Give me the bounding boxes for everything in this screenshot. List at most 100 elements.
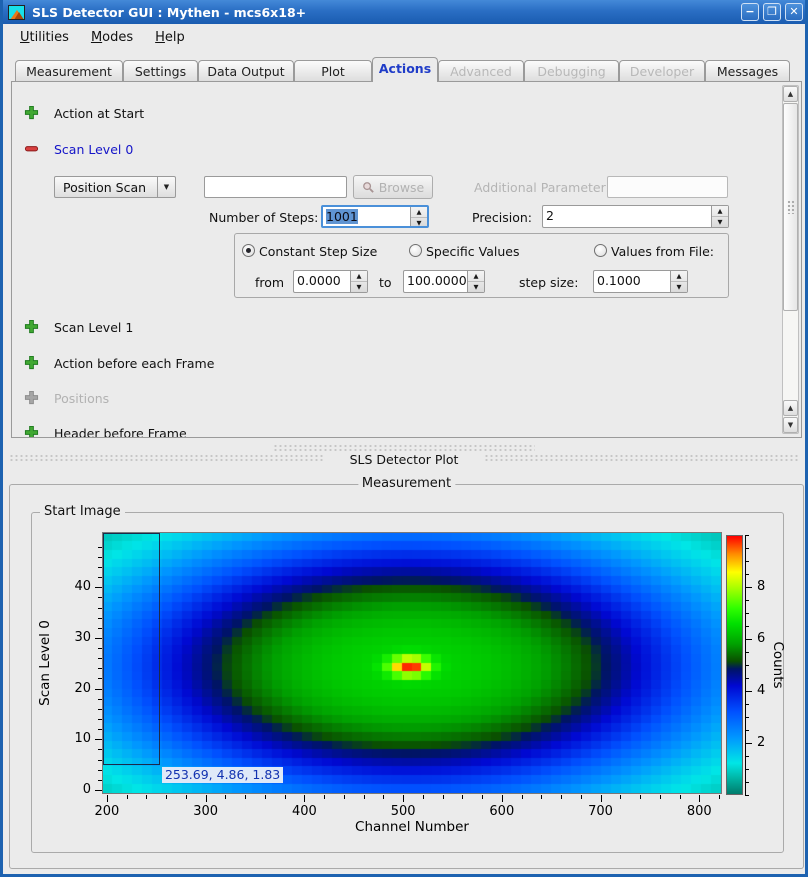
tab-actions[interactable]: Actions bbox=[372, 57, 438, 82]
chevron-down-icon[interactable]: ▼ bbox=[157, 177, 175, 197]
tab-messages[interactable]: Messages bbox=[705, 60, 790, 82]
x-tick-label: 500 bbox=[383, 804, 423, 819]
z-tick-label: 8 bbox=[757, 579, 781, 594]
y-minor-tick bbox=[98, 780, 102, 781]
scan-mode-select[interactable]: Position Scan ▼ bbox=[54, 176, 176, 198]
x-tick-label: 600 bbox=[482, 804, 522, 819]
z-major-tick bbox=[745, 691, 752, 692]
splitter-handle-dots[interactable] bbox=[273, 444, 535, 451]
x-minor-tick bbox=[541, 795, 542, 799]
script-file-input[interactable] bbox=[204, 176, 347, 198]
y-tick-label: 0 bbox=[55, 782, 91, 797]
spinner-buttons[interactable]: ▲▼ bbox=[350, 271, 367, 292]
z-minor-tick bbox=[745, 782, 749, 783]
from-label: from bbox=[255, 275, 284, 290]
expand-plus-icon[interactable] bbox=[24, 425, 39, 438]
y-minor-tick bbox=[98, 760, 102, 761]
z-minor-tick bbox=[745, 561, 749, 562]
scrollbar-thumb[interactable] bbox=[783, 103, 798, 311]
constant-step-radio[interactable] bbox=[242, 244, 255, 257]
x-tick-label: 200 bbox=[87, 804, 127, 819]
x-minor-tick bbox=[680, 795, 681, 799]
scroll-up-button-2[interactable]: ▲ bbox=[783, 400, 798, 416]
constant-step-label[interactable]: Constant Step Size bbox=[259, 244, 377, 259]
y-major-tick bbox=[95, 739, 102, 740]
x-major-tick bbox=[107, 795, 108, 802]
zoom-selection-rect[interactable] bbox=[103, 533, 160, 765]
scan-level-0-label[interactable]: Scan Level 0 bbox=[54, 142, 133, 157]
precision-value: 2 bbox=[543, 206, 711, 227]
titlebar[interactable]: SLS Detector GUI : Mythen - mcs6x18+ − ❐… bbox=[0, 0, 808, 24]
expand-plus-icon[interactable] bbox=[24, 355, 39, 370]
scroll-up-button[interactable]: ▲ bbox=[783, 86, 798, 102]
browse-label: Browse bbox=[379, 180, 425, 195]
to-value: 100.0000 bbox=[404, 271, 467, 292]
tab-data-output[interactable]: Data Output bbox=[198, 60, 294, 82]
values-from-file-radio[interactable] bbox=[594, 244, 607, 257]
minimize-button[interactable]: − bbox=[741, 3, 759, 21]
y-minor-tick bbox=[98, 729, 102, 730]
vertical-scrollbar[interactable]: ▲ ▲ ▼ bbox=[782, 85, 799, 434]
scan-level-1-label[interactable]: Scan Level 1 bbox=[54, 320, 133, 335]
y-tick-label: 30 bbox=[55, 630, 91, 645]
y-tick-label: 10 bbox=[55, 731, 91, 746]
spinner-buttons[interactable]: ▲▼ bbox=[670, 271, 687, 292]
action-before-frame-label[interactable]: Action before each Frame bbox=[54, 356, 214, 371]
menu-help[interactable]: Help bbox=[144, 27, 196, 48]
x-major-tick bbox=[601, 795, 602, 802]
values-from-file-label[interactable]: Values from File: bbox=[611, 244, 714, 259]
tab-settings[interactable]: Settings bbox=[123, 60, 198, 82]
plot-dock-splitter[interactable]: SLS Detector Plot bbox=[3, 441, 805, 472]
x-minor-tick bbox=[660, 795, 661, 799]
y-minor-tick bbox=[98, 668, 102, 669]
z-major-tick bbox=[745, 587, 752, 588]
z-minor-tick bbox=[745, 613, 749, 614]
action-at-start-label[interactable]: Action at Start bbox=[54, 106, 144, 121]
colorbar bbox=[726, 535, 743, 795]
precision-spinbox[interactable]: 2 ▲▼ bbox=[542, 205, 729, 228]
expand-plus-icon[interactable] bbox=[24, 105, 39, 120]
number-of-steps-spinbox[interactable]: 1001 ▲▼ bbox=[321, 205, 429, 228]
y-minor-tick bbox=[98, 749, 102, 750]
heatmap-canvas[interactable] bbox=[103, 533, 721, 793]
specific-values-label[interactable]: Specific Values bbox=[426, 244, 519, 259]
scroll-down-button[interactable]: ▼ bbox=[783, 417, 798, 433]
y-major-tick bbox=[95, 587, 102, 588]
tab-plot[interactable]: Plot bbox=[294, 60, 372, 82]
to-spinbox[interactable]: 100.0000 ▲▼ bbox=[403, 270, 485, 293]
spinner-buttons[interactable]: ▲▼ bbox=[711, 206, 728, 227]
spinner-buttons[interactable]: ▲▼ bbox=[410, 207, 427, 226]
close-button[interactable]: ✕ bbox=[785, 3, 803, 21]
additional-parameter-label: Additional Parameter: bbox=[474, 180, 610, 195]
precision-label: Precision: bbox=[472, 210, 532, 225]
z-minor-tick bbox=[745, 626, 749, 627]
step-size-value: 0.1000 bbox=[594, 271, 670, 292]
header-before-frame-label[interactable]: Header before Frame bbox=[54, 426, 187, 438]
step-size-group: Constant Step Size Specific Values Value… bbox=[234, 233, 729, 298]
expand-plus-icon[interactable] bbox=[24, 319, 39, 334]
collapse-minus-icon[interactable] bbox=[24, 141, 39, 156]
additional-parameter-input bbox=[607, 176, 728, 198]
z-minor-tick bbox=[745, 548, 749, 549]
menu-modes[interactable]: Modes bbox=[80, 27, 144, 48]
menubar: Utilities Modes Help bbox=[3, 24, 805, 50]
x-major-tick bbox=[304, 795, 305, 802]
z-minor-tick bbox=[745, 756, 749, 757]
spinner-buttons[interactable]: ▲▼ bbox=[467, 271, 484, 292]
y-minor-tick bbox=[98, 658, 102, 659]
specific-values-radio[interactable] bbox=[409, 244, 422, 257]
y-major-tick bbox=[95, 790, 102, 791]
y-minor-tick bbox=[98, 628, 102, 629]
browse-button: Browse bbox=[353, 175, 433, 199]
y-minor-tick bbox=[98, 567, 102, 568]
from-spinbox[interactable]: 0.0000 ▲▼ bbox=[293, 270, 368, 293]
z-minor-tick bbox=[745, 769, 749, 770]
tab-measurement[interactable]: Measurement bbox=[15, 60, 123, 82]
step-size-spinbox[interactable]: 0.1000 ▲▼ bbox=[593, 270, 688, 293]
x-axis-title: Channel Number bbox=[262, 819, 562, 835]
y-minor-tick bbox=[98, 648, 102, 649]
number-of-steps-label: Number of Steps: bbox=[209, 210, 317, 225]
app-window: SLS Detector GUI : Mythen - mcs6x18+ − ❐… bbox=[0, 0, 808, 877]
maximize-button[interactable]: ❐ bbox=[763, 3, 781, 21]
menu-utilities[interactable]: Utilities bbox=[9, 27, 80, 48]
